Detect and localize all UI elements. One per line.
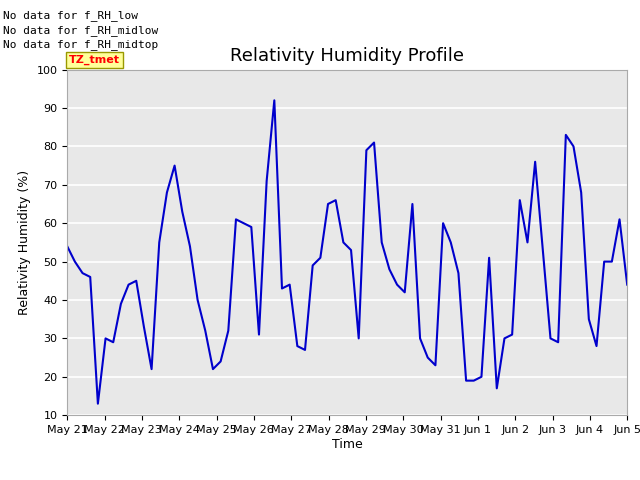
X-axis label: Time: Time — [332, 438, 363, 451]
Text: No data for f_RH_midtop: No data for f_RH_midtop — [3, 39, 159, 50]
Text: No data for f_RH_midlow: No data for f_RH_midlow — [3, 25, 159, 36]
Text: No data for f_RH_low: No data for f_RH_low — [3, 11, 138, 22]
Text: TZ_tmet: TZ_tmet — [69, 55, 120, 65]
Title: Relativity Humidity Profile: Relativity Humidity Profile — [230, 47, 464, 65]
Legend: 22m: 22m — [314, 474, 381, 480]
Y-axis label: Relativity Humidity (%): Relativity Humidity (%) — [18, 170, 31, 315]
